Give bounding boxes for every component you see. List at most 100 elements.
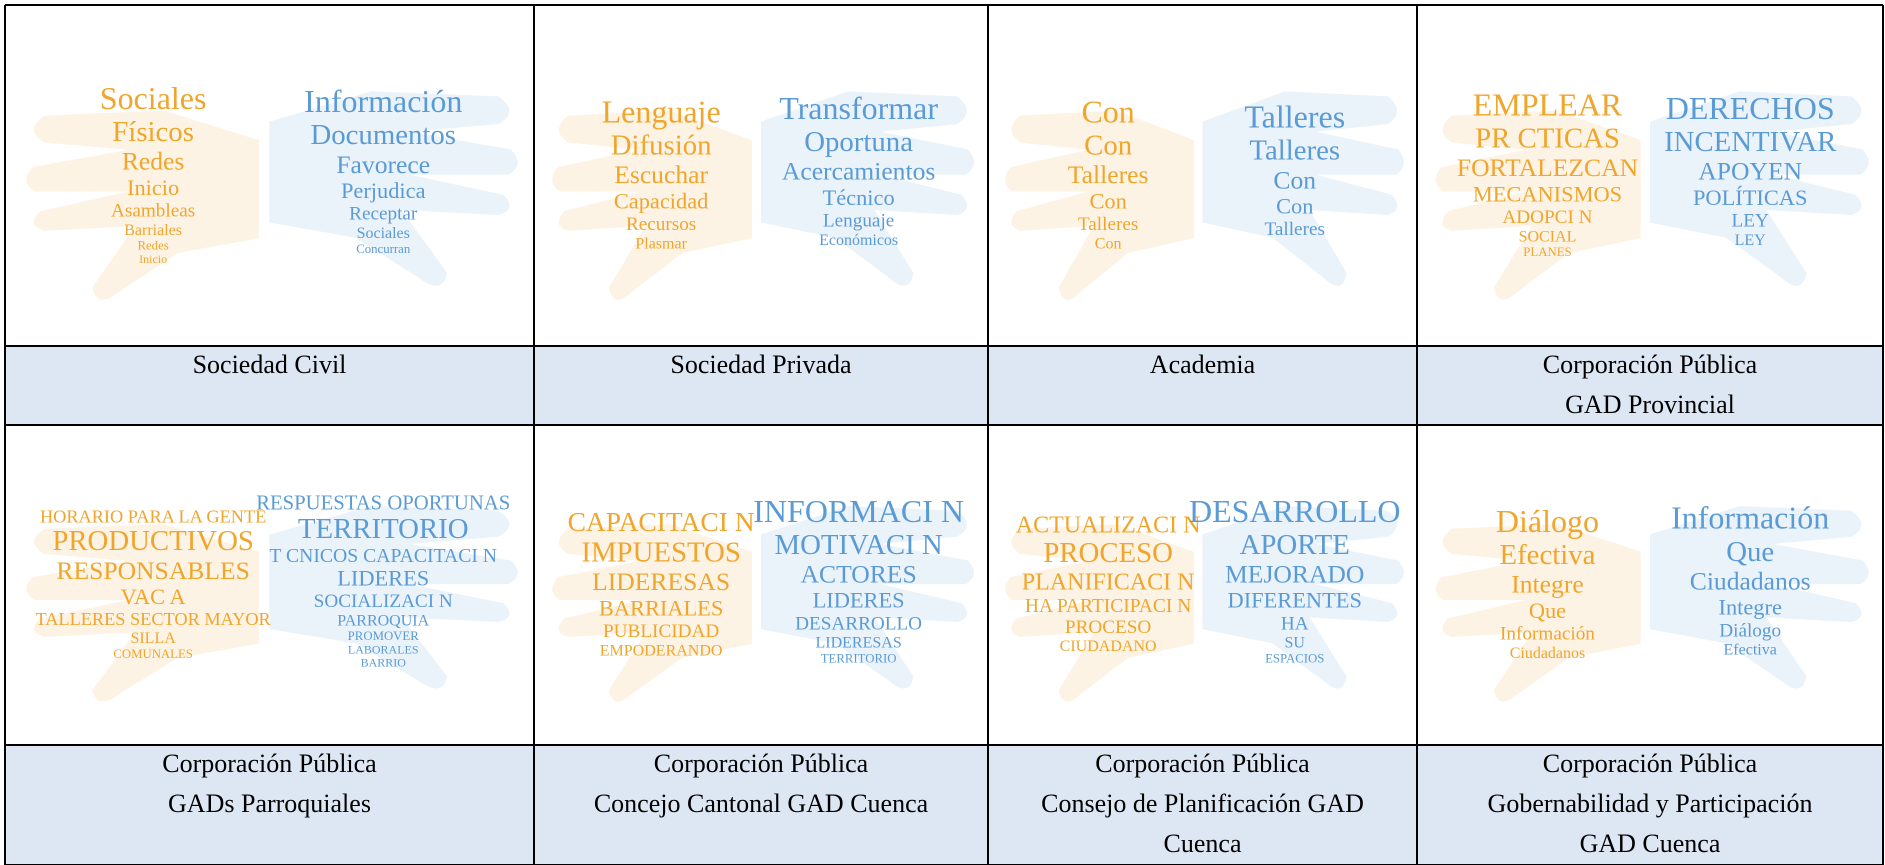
word: PR CTICAS	[1475, 123, 1620, 155]
word: SOCIAL	[1519, 228, 1577, 245]
word: Inicio	[127, 175, 179, 200]
word: APORTE	[1240, 529, 1350, 561]
word: PRODUCTIVOS	[52, 525, 254, 557]
word: Plasmar	[635, 235, 687, 252]
word: POLÍTICAS	[1693, 185, 1807, 210]
word: MOTIVACI N	[774, 529, 942, 561]
word: Sociales	[100, 80, 207, 116]
word: SOCIALIZACI N	[314, 591, 453, 612]
word: Difusión	[611, 129, 712, 161]
hand-left	[1435, 110, 1641, 300]
word: Información	[1671, 500, 1829, 536]
word: Talleres	[1265, 219, 1325, 240]
hand-left	[26, 524, 259, 702]
word: DESARROLLO	[1189, 493, 1401, 529]
caption: GAD Cuenca	[1580, 829, 1721, 858]
word: Talleres	[1078, 214, 1138, 235]
word: PROMOVER	[348, 629, 420, 643]
caption: Concejo Cantonal GAD Cuenca	[594, 789, 929, 818]
word: Diálogo	[1496, 503, 1599, 539]
word-cloud	[1005, 91, 1404, 300]
word: TERRITORIO	[298, 513, 469, 545]
word: Integre	[1718, 595, 1781, 620]
hand-right	[1650, 506, 1869, 689]
caption: Corporación Pública	[654, 749, 869, 778]
hand-right	[761, 506, 975, 689]
word: Con	[1084, 129, 1132, 161]
word: Lenguaje	[602, 93, 721, 129]
word: Oportuna	[804, 126, 913, 158]
word: Transformar	[779, 90, 938, 126]
word: ADOPCI N	[1502, 207, 1592, 228]
word: APOYEN	[1698, 157, 1802, 186]
word: BARRIALES	[599, 595, 723, 620]
word: Asambleas	[111, 201, 195, 222]
word: Que	[1529, 598, 1566, 623]
word: Lenguaje	[823, 211, 894, 232]
word: Efectiva	[1724, 642, 1777, 659]
hand-right	[269, 506, 518, 689]
word: RESPUESTAS OPORTUNAS	[256, 492, 510, 514]
word: Talleres	[1068, 160, 1149, 189]
word: FORTALEZCAN	[1457, 153, 1638, 182]
word: VAC A	[121, 584, 186, 609]
hand-left	[552, 110, 752, 300]
hand-left	[26, 110, 259, 300]
word-cloud	[552, 506, 975, 702]
word: Que	[1726, 536, 1774, 568]
word: PROCESO	[1043, 537, 1173, 569]
word: PLANIFICACI N	[1022, 569, 1195, 595]
hand-left	[552, 524, 752, 702]
word: LIDERES	[813, 588, 905, 613]
word: Sociales	[357, 225, 410, 242]
word: Ciudadanos	[1510, 645, 1586, 662]
hand-right	[1650, 91, 1869, 286]
word: HORARIO PARA LA GENTE	[40, 506, 266, 526]
word: Económicos	[819, 232, 898, 249]
word: INFORMACI N	[753, 493, 964, 529]
word: Físicos	[112, 116, 194, 148]
caption-row	[5, 346, 1883, 425]
word: Perjudica	[341, 178, 426, 203]
word: Información	[1500, 624, 1595, 645]
caption: Corporación Pública	[1543, 350, 1758, 379]
word: TALLERES SECTOR MAYOR	[36, 609, 272, 629]
caption: Cuenca	[1164, 829, 1242, 858]
hand-right	[269, 91, 518, 286]
word: Diálogo	[1719, 620, 1781, 641]
word: Capacidad	[614, 188, 709, 213]
caption: Academia	[1150, 350, 1256, 379]
word: Con	[1276, 194, 1313, 219]
word-cloud	[552, 91, 975, 300]
word: MECANISMOS	[1473, 181, 1622, 206]
word: DERECHOS	[1666, 90, 1835, 126]
caption: GAD Provincial	[1565, 390, 1735, 419]
word: DESARROLLO	[795, 613, 922, 634]
word: EMPODERANDO	[600, 642, 723, 659]
word: HA	[1281, 613, 1309, 634]
word: CAPACITACI N	[568, 506, 755, 537]
word: Redes	[137, 239, 168, 253]
word: Información	[304, 83, 462, 119]
caption: Corporación Pública	[1095, 749, 1310, 778]
word: Redes	[122, 147, 185, 176]
word: Técnico	[823, 185, 895, 210]
word: INCENTIVAR	[1664, 126, 1837, 158]
caption: Consejo de Planificación GAD	[1041, 789, 1364, 818]
word: LEY	[1735, 232, 1767, 249]
word: Receptar	[349, 204, 418, 225]
word: MEJORADO	[1225, 559, 1364, 588]
word: Concurran	[356, 242, 411, 256]
word: SU	[1285, 635, 1306, 652]
word: COMUNALES	[113, 647, 193, 661]
hand-right	[1202, 91, 1404, 286]
word: PLANES	[1523, 245, 1571, 259]
word: LEY	[1732, 211, 1769, 232]
word-cloud	[1435, 91, 1869, 300]
word: Talleres	[1244, 99, 1345, 135]
hand-right	[1202, 506, 1404, 689]
hand-left	[1005, 110, 1194, 300]
word: BARRIO	[361, 655, 407, 669]
word: ACTORES	[801, 559, 917, 588]
